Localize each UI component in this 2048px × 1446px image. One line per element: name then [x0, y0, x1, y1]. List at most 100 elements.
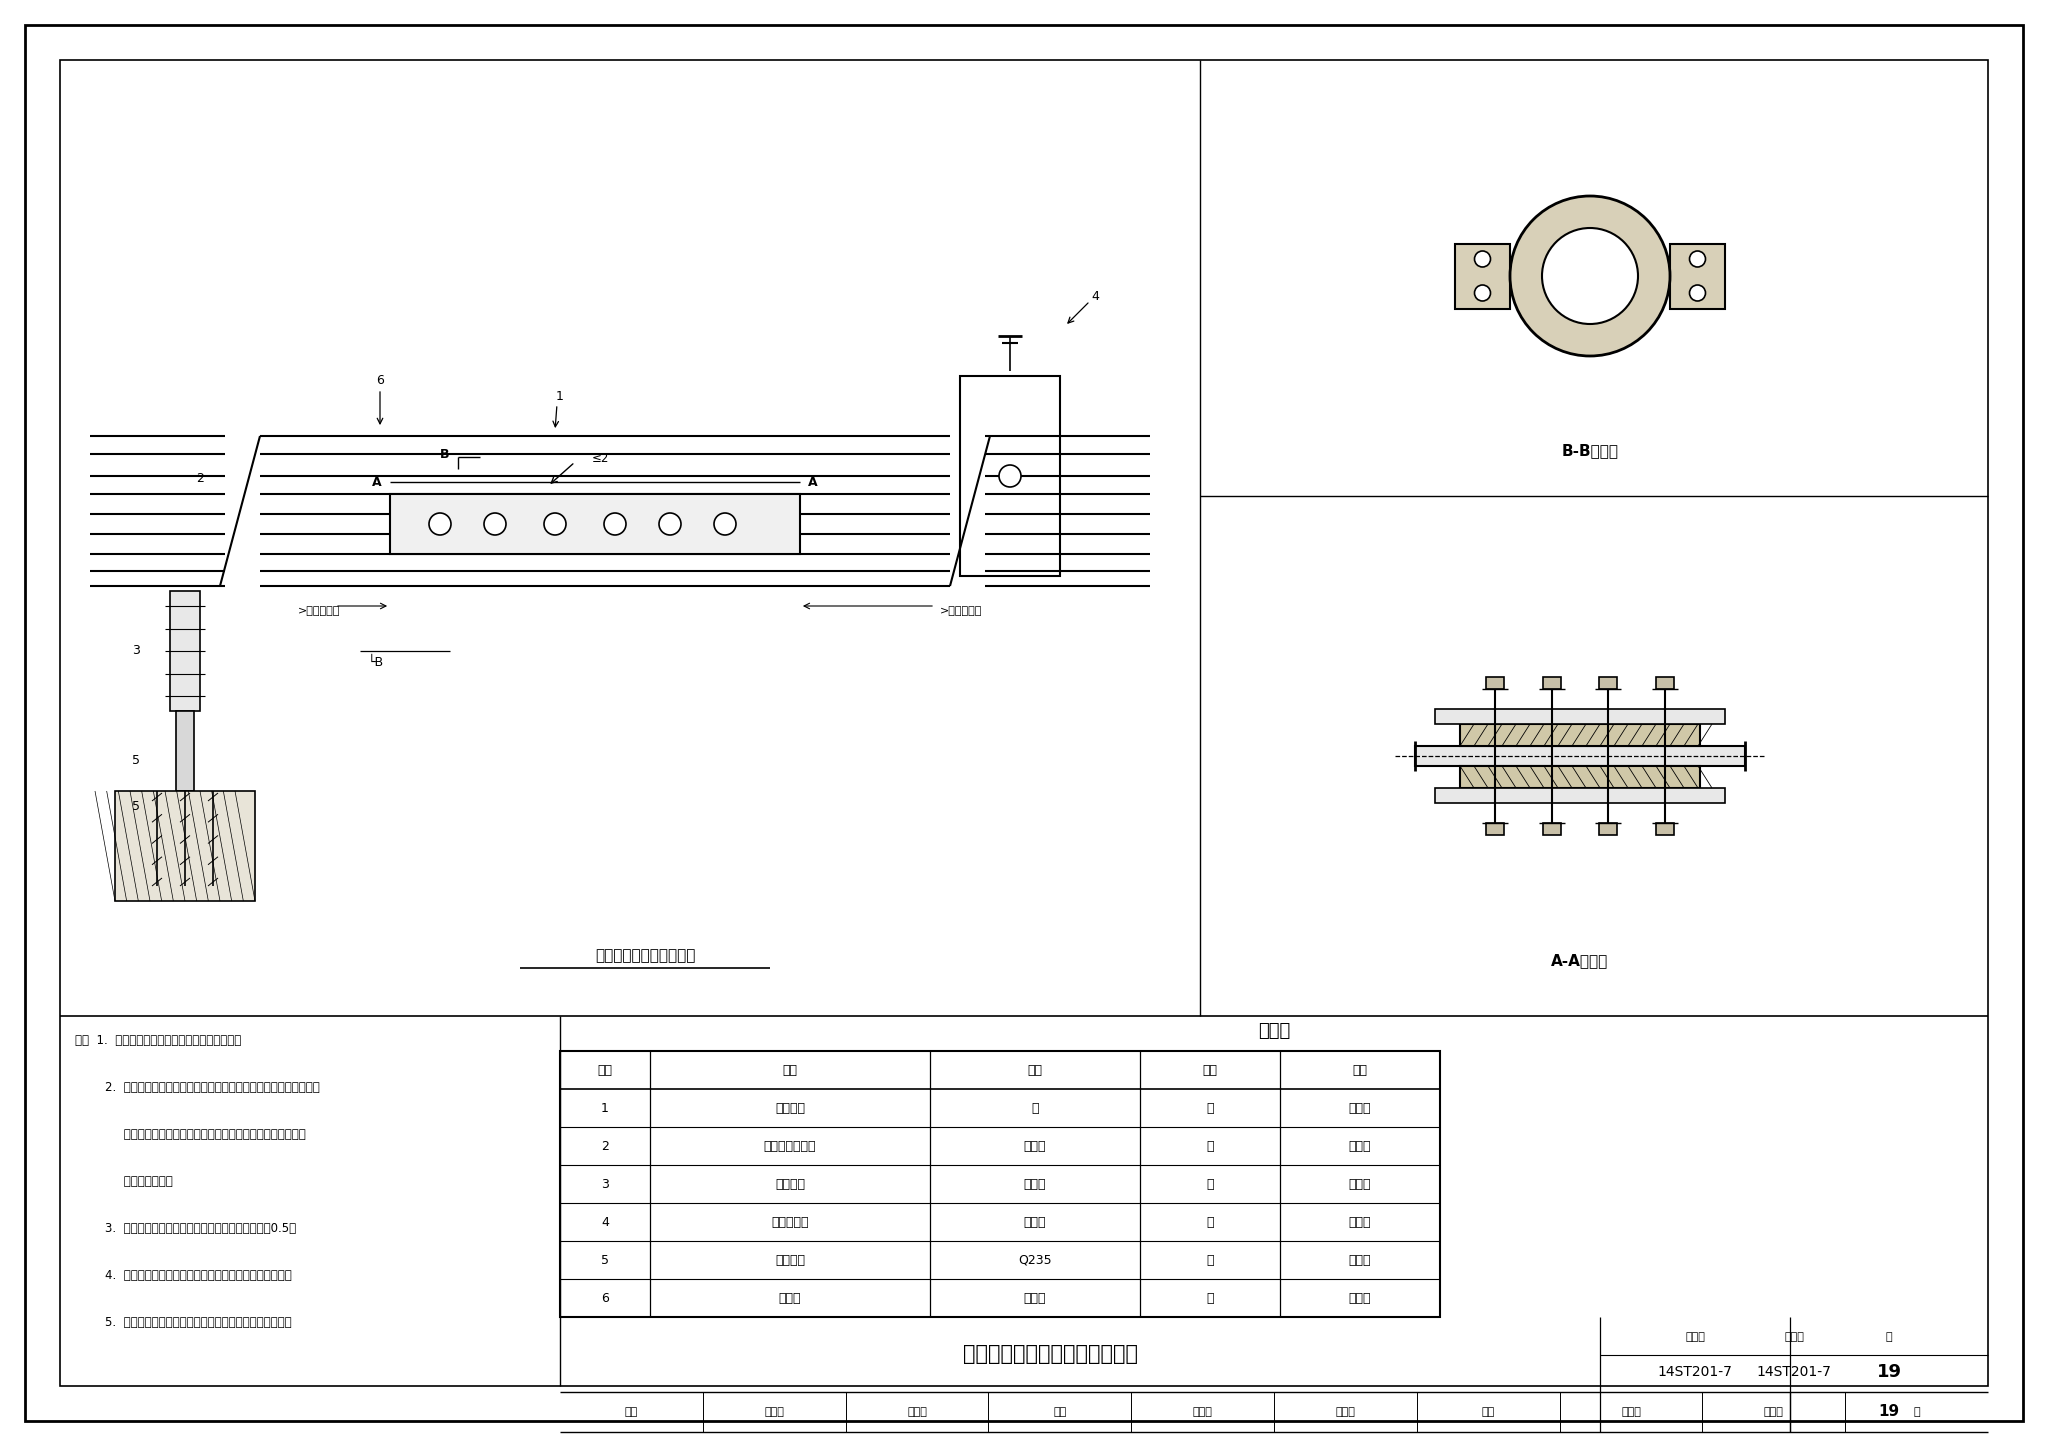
Text: 图集号: 图集号	[1784, 1332, 1804, 1342]
Text: 玻璃钓: 玻璃钓	[1024, 1216, 1047, 1229]
Text: 蔡志川: 蔡志川	[1335, 1407, 1356, 1417]
Bar	[1657, 823, 1673, 834]
Text: 绵缘支撑: 绵缘支撑	[774, 1177, 805, 1190]
Bar	[1436, 709, 1724, 724]
Text: 1: 1	[600, 1102, 608, 1115]
Text: 玻璃钓: 玻璃钓	[1024, 1291, 1047, 1304]
Text: >设计给定值: >设计给定值	[940, 606, 983, 616]
Circle shape	[1690, 252, 1706, 268]
Text: 设计: 设计	[1481, 1407, 1495, 1417]
Text: 高山山: 高山山	[907, 1407, 928, 1417]
Bar	[176, 711, 195, 791]
Circle shape	[1690, 285, 1706, 301]
Bar	[559, 1051, 1440, 1317]
Text: 套: 套	[1206, 1291, 1214, 1304]
Circle shape	[1475, 252, 1491, 268]
Bar	[1599, 823, 1618, 834]
Text: 按设计: 按设计	[1350, 1139, 1372, 1152]
Text: 序号: 序号	[598, 1063, 612, 1076]
Text: ≤2: ≤2	[592, 453, 608, 466]
Text: 按设计: 按设计	[1350, 1291, 1372, 1304]
Text: 钓铝复合接触轨: 钓铝复合接触轨	[764, 1139, 817, 1152]
Text: 套: 套	[1206, 1139, 1214, 1152]
Text: 5.  安装中不允许用锤击或顶压等冲击性外力使零件就位。: 5. 安装中不允许用锤击或顶压等冲击性外力使零件就位。	[76, 1316, 291, 1329]
Circle shape	[715, 513, 735, 535]
Text: 套: 套	[1206, 1177, 1214, 1190]
Text: 6: 6	[600, 1291, 608, 1304]
Circle shape	[483, 513, 506, 535]
Text: 材料表: 材料表	[1257, 1022, 1290, 1040]
Circle shape	[1542, 228, 1638, 324]
Text: 2.  中间接头与接触轨相连接的接触面均应清洁，并应涂导电油脂。: 2. 中间接头与接触轨相连接的接触面均应清洁，并应涂导电油脂。	[76, 1082, 319, 1095]
Text: 按设计: 按设计	[1350, 1102, 1372, 1115]
Text: 符合设计要求。: 符合设计要求。	[76, 1176, 172, 1189]
Text: A: A	[373, 476, 383, 489]
Bar	[1487, 677, 1503, 688]
Text: 套: 套	[1206, 1102, 1214, 1115]
Text: 防护罩支架: 防护罩支架	[772, 1216, 809, 1229]
Circle shape	[604, 513, 627, 535]
Text: 螺纹逊钉: 螺纹逊钉	[774, 1254, 805, 1267]
Text: 玻璃钓: 玻璃钓	[1024, 1177, 1047, 1190]
Text: >设计给定值: >设计给定值	[297, 606, 340, 616]
Text: 名称: 名称	[782, 1063, 797, 1076]
Text: └B: └B	[369, 656, 385, 669]
Text: 5: 5	[131, 755, 139, 768]
Text: 校对: 校对	[1053, 1407, 1067, 1417]
Circle shape	[1509, 197, 1669, 356]
Circle shape	[659, 513, 682, 535]
Text: 5: 5	[600, 1254, 608, 1267]
Text: 中间接头: 中间接头	[774, 1102, 805, 1115]
Text: 2: 2	[600, 1139, 608, 1152]
Text: 孙欢欢: 孙欢欢	[1622, 1407, 1640, 1417]
Text: 6: 6	[377, 375, 383, 388]
Text: 5: 5	[131, 800, 139, 813]
Bar	[1487, 823, 1503, 834]
Text: 套: 套	[1206, 1216, 1214, 1229]
Text: 注：  1.  本图适用于接触轨连接时中间接头安装。: 注： 1. 本图适用于接触轨连接时中间接头安装。	[76, 1034, 242, 1047]
Text: 19: 19	[1876, 1364, 1901, 1381]
Text: 数量: 数量	[1352, 1063, 1368, 1076]
Bar	[115, 791, 256, 901]
Text: 14ST201-7: 14ST201-7	[1657, 1365, 1733, 1379]
Circle shape	[428, 513, 451, 535]
Bar	[1542, 823, 1561, 834]
Circle shape	[1475, 285, 1491, 301]
Text: 董义飞: 董义飞	[764, 1407, 784, 1417]
Text: 2: 2	[197, 473, 205, 486]
Bar	[1454, 243, 1509, 308]
Text: 材质: 材质	[1028, 1063, 1042, 1076]
Text: 审核: 审核	[625, 1407, 639, 1417]
Text: 接触轨中间接头正立面图: 接触轨中间接头正立面图	[594, 949, 694, 963]
Text: 页: 页	[1913, 1407, 1919, 1417]
Text: 中间接头与接触轨膨连接密贴，紧固件安装齐全，紧固力矩: 中间接头与接触轨膨连接密贴，紧固件安装齐全，紧固力矩	[76, 1128, 305, 1141]
Text: 泰志刚: 泰志刚	[1192, 1407, 1212, 1417]
Text: 1: 1	[557, 389, 563, 402]
Text: 图集号: 图集号	[1686, 1332, 1704, 1342]
Text: 14ST201-7: 14ST201-7	[1757, 1365, 1831, 1379]
Text: A: A	[809, 476, 817, 489]
Text: 3: 3	[600, 1177, 608, 1190]
Text: B: B	[440, 447, 451, 460]
Text: 上接触式接触轨中间接头安装图: 上接触式接触轨中间接头安装图	[963, 1345, 1137, 1365]
Bar	[1599, 677, 1618, 688]
Text: 单位: 单位	[1202, 1063, 1217, 1076]
Circle shape	[545, 513, 565, 535]
Text: B-B剑面图: B-B剑面图	[1561, 444, 1618, 458]
Text: 按设计: 按设计	[1350, 1216, 1372, 1229]
Text: 3.  接触轨接头处流面连接应平顺，高度误差不小于0.5。: 3. 接触轨接头处流面连接应平顺，高度误差不小于0.5。	[76, 1222, 297, 1235]
Text: 铝: 铝	[1032, 1102, 1038, 1115]
Text: 按设计: 按设计	[1350, 1177, 1372, 1190]
Bar	[1669, 243, 1724, 308]
Text: 套: 套	[1206, 1254, 1214, 1267]
Text: 钓、铝: 钓、铝	[1024, 1139, 1047, 1152]
Bar	[1542, 677, 1561, 688]
Bar	[1460, 724, 1700, 746]
Bar	[1436, 788, 1724, 803]
Bar	[961, 376, 1061, 576]
Text: Q235: Q235	[1018, 1254, 1053, 1267]
Bar	[1460, 766, 1700, 788]
Text: 申双双: 申双双	[1763, 1407, 1784, 1417]
Text: 19: 19	[1878, 1404, 1901, 1420]
Text: 防护罩: 防护罩	[778, 1291, 801, 1304]
